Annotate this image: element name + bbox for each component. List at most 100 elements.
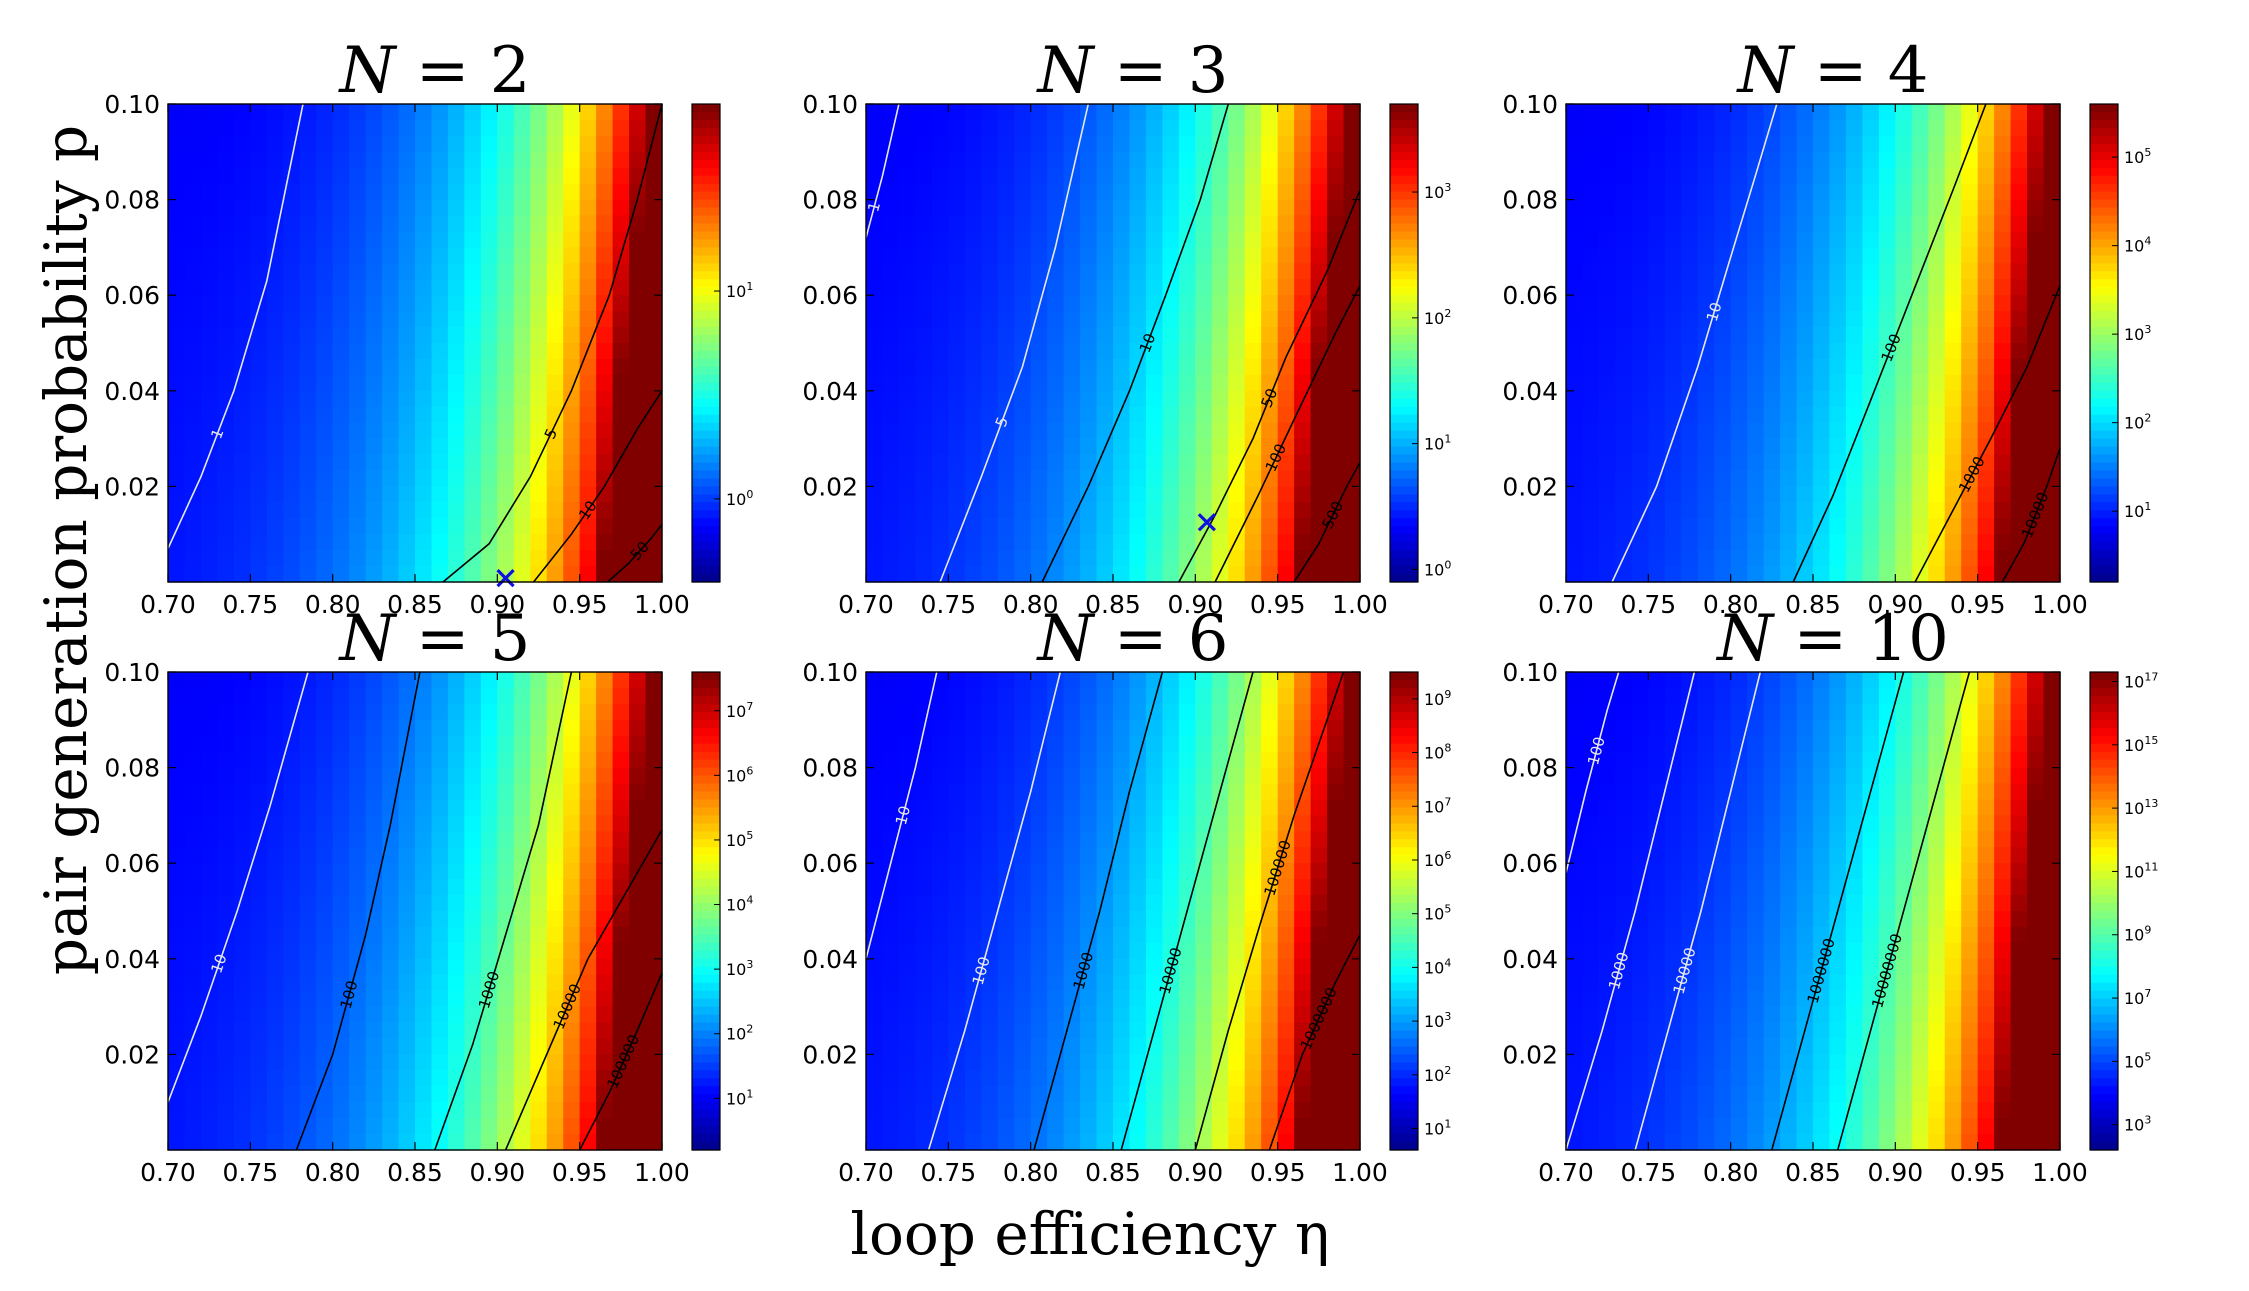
heatmap-cell (1648, 502, 1666, 519)
heatmap-cell (1730, 135, 1748, 153)
colorbar-band (1390, 550, 1418, 559)
heatmap-cell (1178, 422, 1196, 440)
heatmap-cell (1277, 1134, 1295, 1151)
heatmap-cell (365, 1134, 383, 1151)
heatmap-cell (168, 502, 186, 519)
heatmap-cell (1648, 390, 1666, 408)
heatmap-cell (464, 687, 482, 705)
heatmap-cell (1014, 502, 1032, 519)
heatmap-cell (1631, 135, 1649, 153)
heatmap-cell (1994, 104, 2012, 121)
heatmap-cell (1195, 958, 1213, 976)
heatmap-cell (1113, 958, 1131, 976)
contour-line (1792, 103, 1987, 583)
heatmap-cell (1195, 1006, 1213, 1024)
heatmap-cell (1928, 486, 1946, 503)
heatmap-cell (1294, 311, 1312, 328)
heatmap-cell (1911, 406, 1929, 424)
heatmap-cell (1310, 454, 1328, 472)
heatmap-cell (866, 247, 884, 264)
heatmap-cell (1228, 438, 1246, 456)
heatmap-cell (530, 327, 548, 344)
heatmap-cell (1977, 422, 1995, 440)
heatmap-cell (596, 990, 614, 1008)
heatmap-cell (882, 799, 900, 816)
heatmap-cell (480, 1102, 498, 1119)
heatmap-cell (1681, 311, 1699, 328)
heatmap-cell (1615, 358, 1633, 376)
heatmap-cell (398, 767, 416, 785)
heatmap-cell (168, 1134, 186, 1151)
colorbar-band (2090, 470, 2118, 480)
heatmap-cell (1244, 167, 1262, 185)
heatmap-cell (299, 767, 317, 785)
heatmap-cell (1195, 470, 1213, 487)
heatmap-cell (184, 799, 202, 816)
heatmap-cell (1343, 135, 1361, 153)
heatmap-cell (596, 1134, 614, 1151)
heatmap-cell (464, 374, 482, 392)
heatmap-cell (612, 719, 630, 737)
heatmap-cell (612, 167, 630, 185)
colorbar-band (692, 199, 720, 209)
heatmap-cell (316, 1086, 334, 1103)
heatmap-cell (332, 486, 350, 503)
colorbar-band (2090, 295, 2118, 304)
heatmap-cell (415, 566, 433, 583)
heatmap-cell (1961, 343, 1979, 360)
heatmap-cell (1261, 1022, 1279, 1040)
heatmap-cell (1063, 422, 1081, 440)
heatmap-cell (1211, 151, 1229, 169)
heatmap-cell (1080, 767, 1098, 785)
heatmap-cell (1261, 990, 1279, 1008)
heatmap-cell (1145, 422, 1163, 440)
heatmap-cell (316, 1054, 334, 1071)
heatmap-cell (1343, 183, 1361, 201)
colorbar-band (692, 831, 720, 840)
heatmap-cell (898, 422, 916, 440)
heatmap-cell (530, 1022, 548, 1040)
heatmap-cell (233, 672, 251, 689)
heatmap-cell (250, 374, 268, 392)
heatmap-cell (1014, 470, 1032, 487)
heatmap-cell (1080, 1022, 1098, 1040)
heatmap-cell (168, 911, 186, 928)
heatmap-cell (964, 926, 982, 944)
heatmap-cell (447, 1038, 465, 1055)
heatmap-cell (283, 735, 301, 753)
heatmap-cell (332, 895, 350, 912)
heatmap-cell (1631, 358, 1649, 376)
heatmap-cell (1211, 1054, 1229, 1071)
heatmap-cell (1697, 231, 1715, 248)
heatmap-cell (1598, 135, 1616, 153)
heatmap-cell (1763, 231, 1781, 248)
heatmap-cell (1145, 199, 1163, 217)
heatmap-cell (217, 135, 235, 153)
heatmap-cell (1211, 343, 1229, 360)
heatmap-cell (1310, 566, 1328, 583)
heatmap-cell (1681, 247, 1699, 264)
heatmap-cell (1681, 215, 1699, 233)
heatmap-cell (1928, 374, 1946, 392)
heatmap-cell (431, 1086, 449, 1103)
heatmap-cell (1813, 550, 1831, 567)
colorbar-band (1390, 215, 1418, 225)
heatmap-cell (398, 358, 416, 376)
heatmap-cell (964, 311, 982, 328)
heatmap-cell (316, 1006, 334, 1024)
heatmap-cell (1582, 438, 1600, 456)
heatmap-cell (200, 958, 218, 976)
heatmap-cell (645, 672, 663, 689)
heatmap-cell (1145, 327, 1163, 344)
colorbar-band (1390, 104, 1418, 113)
heatmap-cell (645, 279, 663, 296)
heatmap-cell (415, 767, 433, 785)
heatmap-cell (480, 454, 498, 472)
heatmap-cell (629, 1134, 647, 1151)
heatmap-cell (915, 550, 933, 567)
heatmap-cell (1780, 311, 1798, 328)
heatmap-cell (415, 863, 433, 880)
heatmap-cell (1294, 767, 1312, 785)
heatmap-cell (464, 863, 482, 880)
heatmap-cell (513, 263, 531, 280)
